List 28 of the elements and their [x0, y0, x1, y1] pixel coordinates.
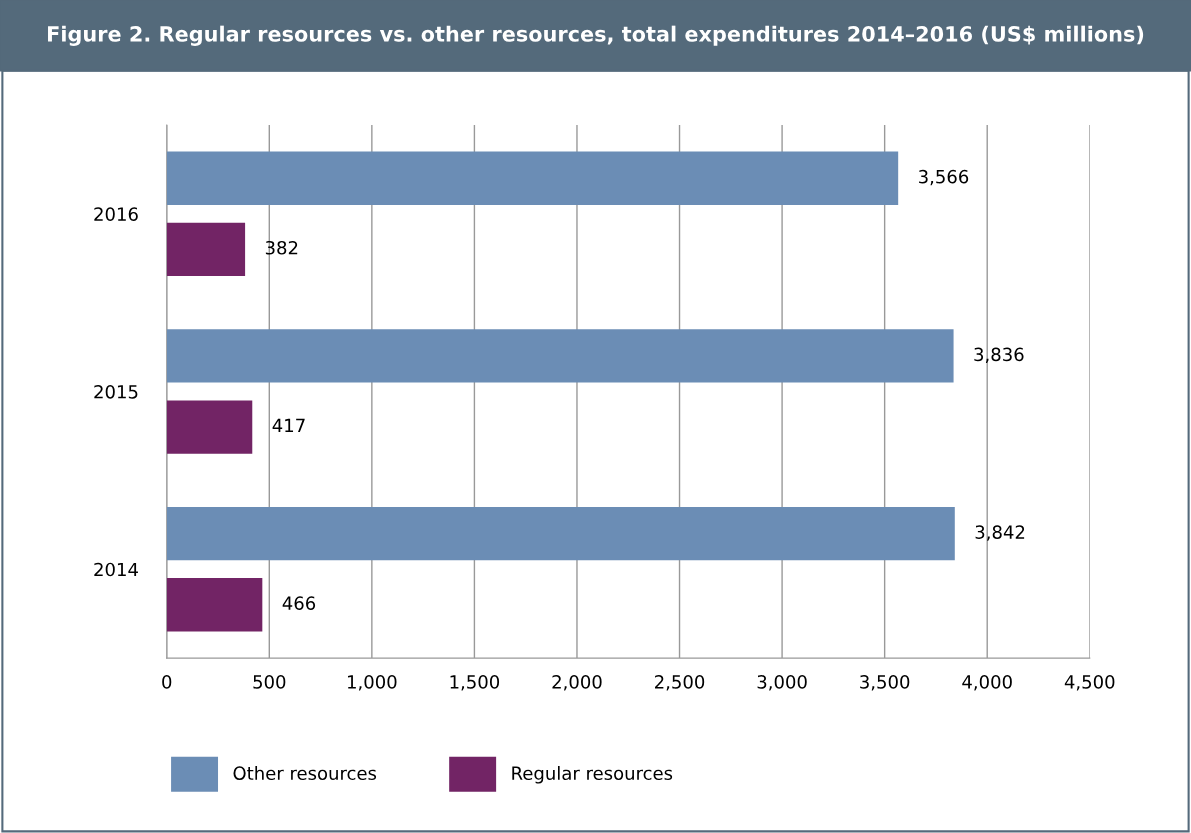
x-tick-label: 3,500: [860, 675, 910, 691]
legend-label: Other resources: [233, 766, 377, 781]
y-tick-label: 2014: [94, 562, 138, 577]
data-label: 466: [282, 596, 316, 610]
data-label: 3,566: [919, 169, 969, 186]
x-tick-label: 2,500: [655, 675, 705, 691]
legend-label: Regular resources: [512, 766, 673, 784]
data-label: 3,836: [974, 347, 1024, 364]
chart-title: Figure 2. Regular resources vs. other resources, total expenditures 2014–2016 (US$ millions): [48, 25, 1144, 46]
y-tick-label: 2016: [94, 207, 138, 221]
bar: [166, 578, 263, 632]
y-tick-label: 2015: [94, 384, 138, 399]
data-label: 382: [265, 240, 298, 255]
x-tick-label: 3,000: [757, 675, 807, 691]
x-tick-label: 4,000: [962, 675, 1012, 691]
x-tick-label: 1,000: [348, 675, 397, 691]
x-tick-label: 0: [162, 675, 172, 689]
x-tick-label: 2,000: [552, 675, 602, 691]
x-tick-label: 1,500: [450, 675, 500, 691]
bar: [166, 151, 899, 205]
data-label: 417: [272, 418, 305, 433]
bar: [166, 222, 246, 276]
data-label: 3,842: [975, 525, 1025, 541]
bar: [166, 329, 954, 383]
x-tick-label: 500: [253, 675, 286, 689]
x-tick-label: 4,500: [1064, 675, 1115, 691]
bar: [166, 507, 955, 561]
bar: [166, 400, 253, 454]
